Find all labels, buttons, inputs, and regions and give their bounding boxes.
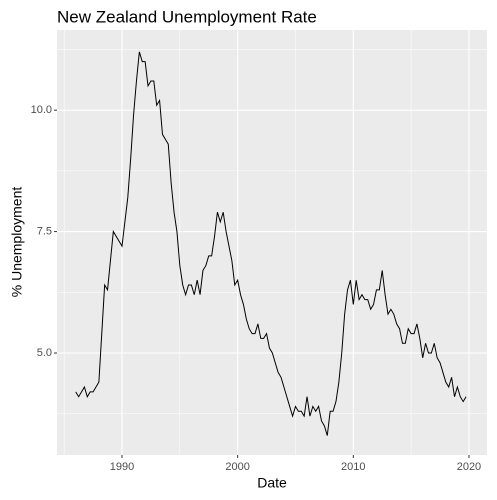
y-axis-label: % Unemployment: [9, 187, 25, 298]
line: [75, 51, 467, 436]
y-tick-label: 10.0: [31, 104, 52, 116]
x-tick-label: 2010: [341, 461, 365, 473]
chart-title: New Zealand Unemployment Rate: [57, 7, 317, 26]
x-axis-label: Date: [257, 475, 287, 491]
x-tick-label: 2000: [225, 461, 249, 473]
panel: [57, 30, 487, 455]
y-tick-label: 7.5: [37, 225, 52, 237]
y-tick-label: 5.0: [37, 347, 52, 359]
x-tick-label: 2020: [457, 461, 481, 473]
x-tick-label: 1990: [110, 461, 134, 473]
